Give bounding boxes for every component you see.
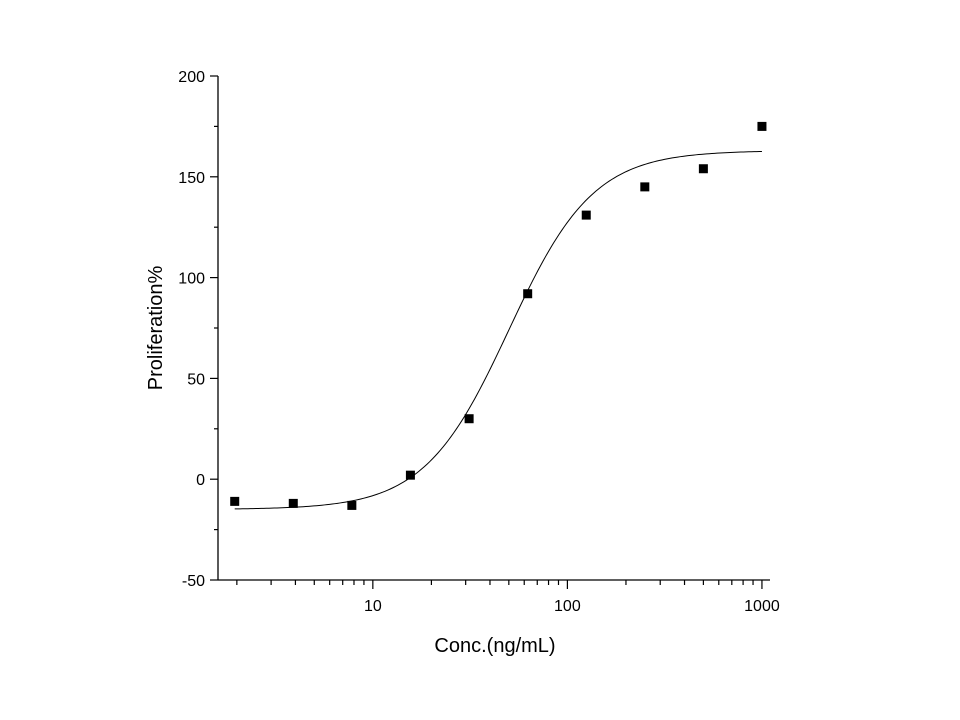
fit-curve (234, 150, 762, 510)
x-tick-label: 100 (554, 598, 581, 615)
data-point (230, 496, 240, 506)
y-tick-label: -50 (182, 573, 205, 590)
data-point (640, 182, 650, 192)
data-points-layer (230, 121, 767, 510)
x-axis-title: Conc.(ng/mL) (434, 635, 555, 657)
data-point (347, 500, 357, 510)
fit-curve-layer (234, 150, 762, 510)
y-tick-label: 200 (178, 69, 205, 86)
data-point (523, 289, 533, 299)
data-point (405, 470, 415, 480)
axes: -50 0 50 100 150 200 10 100 1000 (178, 69, 780, 615)
data-point (464, 414, 474, 424)
data-point (698, 164, 708, 174)
y-tick-label: 100 (178, 271, 205, 288)
y-tick-label: 150 (178, 170, 205, 187)
y-tick-label: 0 (196, 472, 205, 489)
x-tick-label: 1000 (744, 598, 780, 615)
x-tick-label: 10 (364, 598, 382, 615)
data-point (288, 498, 298, 508)
data-point (581, 210, 591, 220)
axis-titles: Conc.(ng/mL) Proliferation% (145, 266, 556, 657)
y-axis-title: Proliferation% (145, 266, 167, 391)
data-point (757, 121, 767, 131)
y-tick-label: 50 (187, 371, 205, 388)
